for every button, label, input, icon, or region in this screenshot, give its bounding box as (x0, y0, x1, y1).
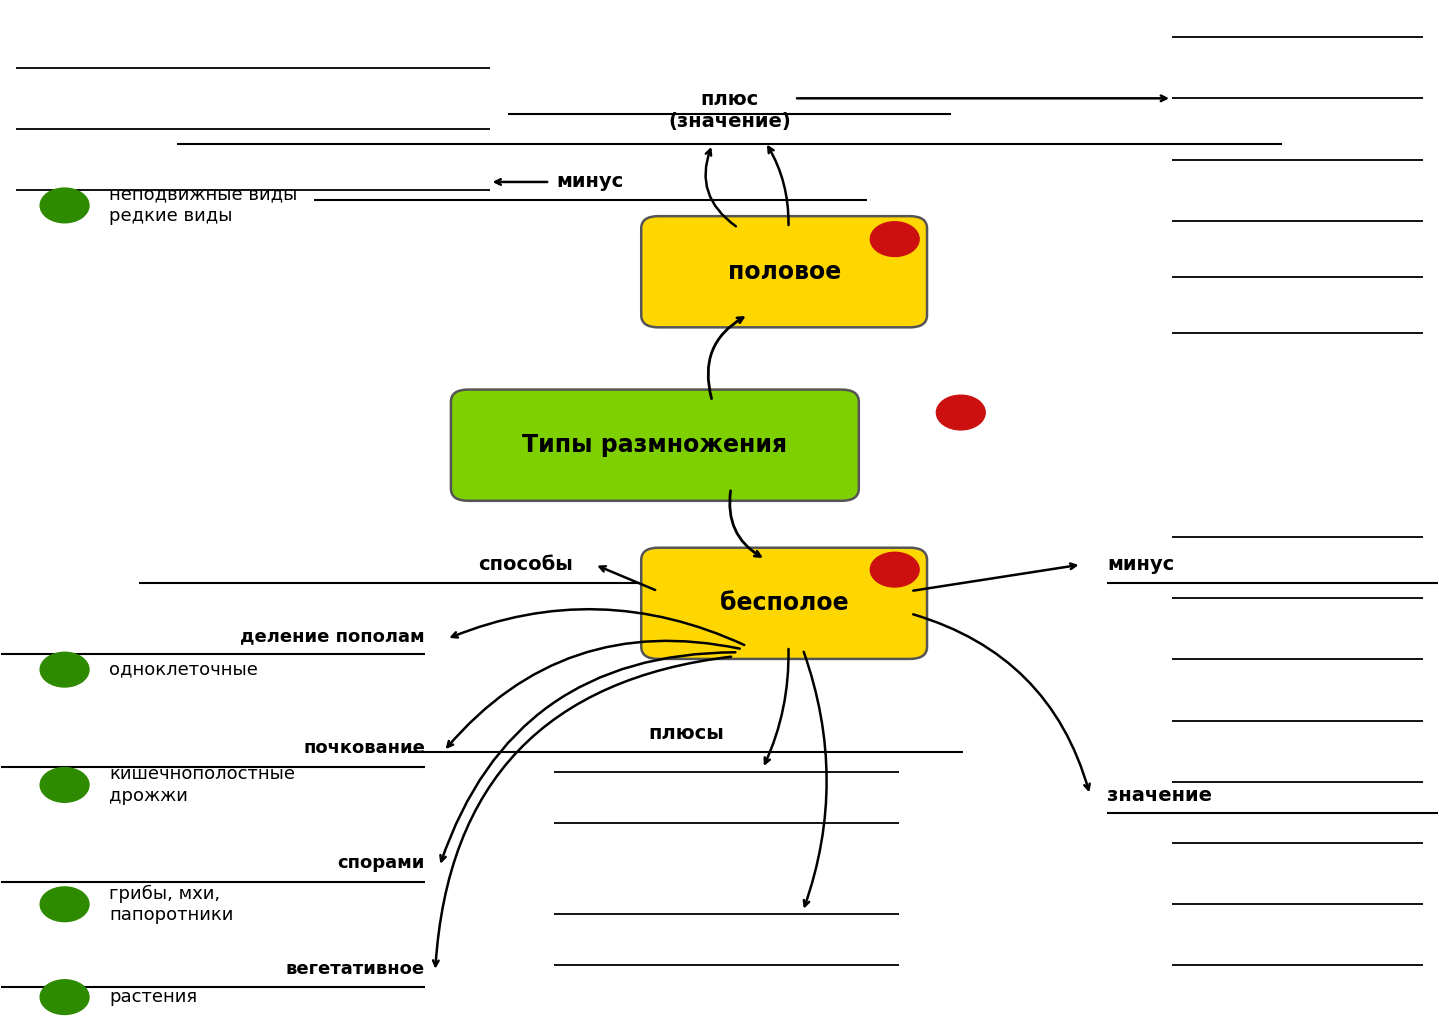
Text: почкование: почкование (304, 740, 425, 757)
Circle shape (937, 395, 986, 430)
Circle shape (40, 767, 89, 802)
Text: способы: способы (478, 555, 573, 574)
Text: неподвижные виды
редкие виды: неподвижные виды редкие виды (109, 186, 298, 225)
Text: минус: минус (557, 173, 625, 191)
Circle shape (40, 653, 89, 687)
FancyBboxPatch shape (450, 390, 859, 501)
Text: плюс
(значение): плюс (значение) (668, 90, 791, 131)
Text: деление пополам: деление пополам (240, 627, 425, 644)
Text: грибы, мхи,
папоротники: грибы, мхи, папоротники (109, 885, 233, 924)
Text: спорами: спорами (338, 854, 425, 873)
Circle shape (871, 222, 920, 257)
Text: минус: минус (1107, 555, 1174, 574)
Circle shape (871, 552, 920, 587)
Text: растения: растения (109, 988, 197, 1007)
Text: значение: значение (1107, 786, 1212, 805)
Text: вегетативное: вегетативное (286, 960, 425, 978)
Circle shape (40, 980, 89, 1015)
FancyBboxPatch shape (642, 547, 927, 659)
Text: плюсы: плюсы (649, 724, 724, 744)
Text: бесполое: бесполое (720, 591, 849, 615)
Text: кишечнополостные
дрожжи: кишечнополостные дрожжи (109, 765, 295, 805)
FancyBboxPatch shape (642, 216, 927, 327)
Text: одноклеточные: одноклеточные (109, 661, 258, 678)
Text: Типы размножения: Типы размножения (522, 433, 787, 457)
Circle shape (40, 188, 89, 223)
Circle shape (40, 887, 89, 922)
Text: половое: половое (728, 260, 840, 283)
